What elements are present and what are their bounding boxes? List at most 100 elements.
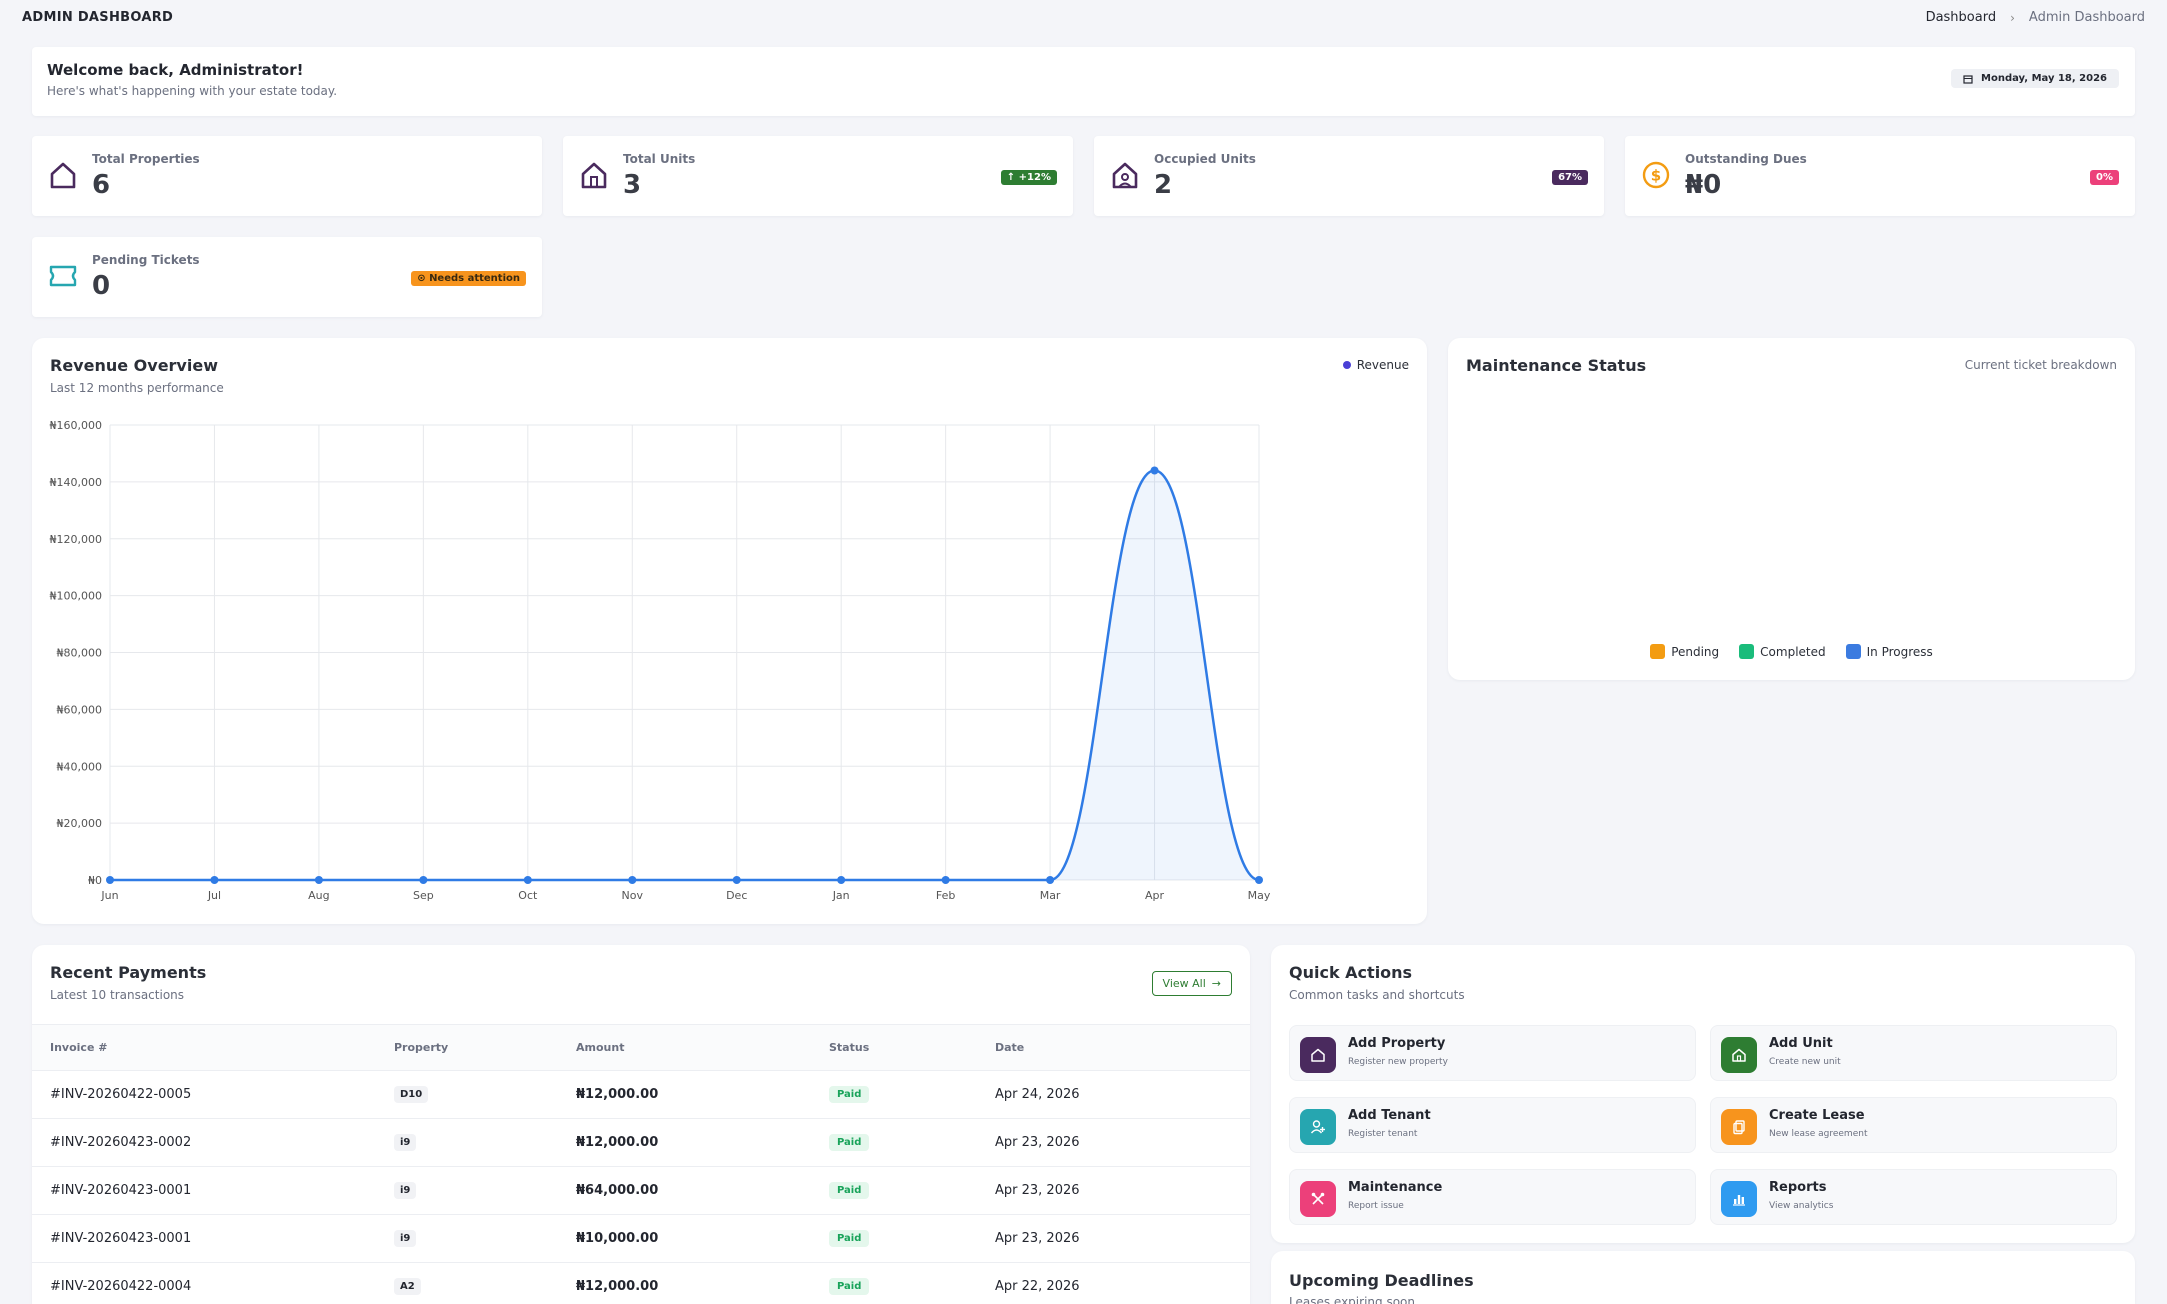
table-row[interactable]: #INV-20260422-0004 A2 ₦12,000.00 Paid Ap… (32, 1262, 1250, 1304)
welcome-subtitle: Here's what's happening with your estate… (47, 84, 338, 98)
house-icon (50, 162, 76, 189)
y-tick-label: ₦40,000 (57, 760, 103, 773)
table-row[interactable]: #INV-20260422-0005 D10 ₦12,000.00 Paid A… (32, 1070, 1250, 1119)
quick-action-add-unit[interactable]: Add Unit Create new unit (1710, 1025, 2117, 1081)
document-icon (1721, 1109, 1757, 1145)
stat-card-pending-tickets[interactable]: Pending Tickets 0 ⊙ Needs attention (32, 237, 542, 317)
deadlines-subtitle: Leases expiring soon (1289, 1295, 1415, 1304)
data-point (419, 876, 428, 884)
table-row[interactable]: #INV-20260423-0002 i9 ₦12,000.00 Paid Ap… (32, 1118, 1250, 1167)
property-cell: i9 (394, 1118, 576, 1167)
data-point (941, 876, 950, 884)
trend-badge: ↑ +12% (1000, 170, 1057, 185)
property-cell: i9 (394, 1166, 576, 1215)
data-point (1255, 876, 1263, 884)
breadcrumb: Dashboard › Admin Dashboard (1926, 10, 2145, 25)
revenue-legend[interactable]: Revenue (1342, 358, 1409, 372)
stat-card-total-units[interactable]: Total Units 3 ↑ +12% (563, 136, 1073, 216)
occupancy-badge: 67% (1552, 170, 1588, 185)
view-all-button[interactable]: View All → (1151, 971, 1232, 996)
stat-card-total-properties[interactable]: Total Properties 6 (32, 136, 542, 216)
stat-label: Pending Tickets (92, 253, 200, 267)
property-chip: i9 (394, 1182, 417, 1199)
ticket-icon (49, 265, 77, 287)
house-icon (1721, 1037, 1757, 1073)
quick-action-subtitle: Register tenant (1348, 1129, 1418, 1139)
table-row[interactable]: #INV-20260423-0001 i9 ₦10,000.00 Paid Ap… (32, 1214, 1250, 1263)
recent-payments-card: Recent Payments Latest 10 transactions V… (32, 945, 1250, 1304)
house-icon (1300, 1037, 1336, 1073)
status-badge: Paid (829, 1134, 870, 1151)
quick-action-title: Create Lease (1769, 1108, 1865, 1123)
y-tick-label: ₦60,000 (57, 703, 103, 716)
data-point (732, 876, 741, 884)
stat-card-occupied-units[interactable]: Occupied Units 2 67% (1094, 136, 1604, 216)
date-text: Monday, May 18, 2026 (1981, 73, 2107, 84)
x-tick-label: Oct (518, 889, 538, 902)
invoice-cell: #INV-20260423-0001 (32, 1214, 394, 1263)
col-amount[interactable]: Amount (576, 1024, 829, 1071)
x-tick-label: Jan (832, 889, 850, 902)
tools-icon (1300, 1181, 1336, 1217)
col-date[interactable]: Date (995, 1024, 1250, 1071)
property-chip: A2 (394, 1278, 421, 1295)
maintenance-status-card: Maintenance Status Current ticket breakd… (1448, 338, 2135, 680)
svg-text:$: $ (1651, 167, 1661, 185)
status-cell: Paid (829, 1214, 995, 1263)
welcome-banner: Welcome back, Administrator! Here's what… (32, 47, 2135, 116)
col-status[interactable]: Status (829, 1024, 995, 1071)
stat-label: Total Properties (92, 152, 200, 166)
payments-title: Recent Payments (50, 963, 207, 982)
legend-swatch (1650, 644, 1666, 659)
table-row[interactable]: #INV-20260423-0001 i9 ₦64,000.00 Paid Ap… (32, 1166, 1250, 1215)
stat-label: Outstanding Dues (1685, 152, 1807, 166)
x-tick-label: Jun (100, 889, 118, 902)
y-tick-label: ₦100,000 (50, 590, 103, 603)
status-cell: Paid (829, 1070, 995, 1119)
legend-label: Completed (1760, 644, 1826, 659)
payments-subtitle: Latest 10 transactions (50, 988, 185, 1002)
quick-action-add-property[interactable]: Add Property Register new property (1289, 1025, 1696, 1081)
data-point (837, 876, 846, 884)
status-badge: Paid (829, 1278, 870, 1295)
arrow-right-icon: → (1211, 977, 1221, 990)
property-cell: D10 (394, 1070, 576, 1119)
amount-cell: ₦64,000.00 (576, 1166, 829, 1215)
revenue-title: Revenue Overview (50, 356, 218, 375)
quick-actions-title: Quick Actions (1289, 963, 1413, 982)
legend-swatch (1739, 644, 1755, 659)
col-invoice[interactable]: Invoice # (32, 1024, 394, 1071)
amount-cell: ₦12,000.00 (576, 1118, 829, 1167)
col-property[interactable]: Property (394, 1024, 576, 1071)
quick-action-subtitle: Create new unit (1769, 1057, 1841, 1067)
amount-cell: ₦12,000.00 (576, 1070, 829, 1119)
quick-action-create-lease[interactable]: Create Lease New lease agreement (1710, 1097, 2117, 1153)
house-user-icon (1112, 162, 1138, 189)
invoice-cell: #INV-20260422-0005 (32, 1070, 394, 1119)
user-plus-icon (1300, 1109, 1336, 1145)
data-point (1046, 876, 1055, 884)
property-chip: i9 (394, 1134, 417, 1151)
quick-action-maintenance[interactable]: Maintenance Report issue (1289, 1169, 1696, 1225)
quick-action-reports[interactable]: Reports View analytics (1710, 1169, 2117, 1225)
stat-card-outstanding-dues[interactable]: $ Outstanding Dues ₦0 0% (1625, 136, 2135, 216)
view-all-label: View All (1162, 977, 1206, 990)
y-tick-label: ₦140,000 (50, 476, 103, 489)
legend-item-in-progress[interactable]: In Progress (1845, 644, 1933, 659)
calendar-icon (1963, 74, 1973, 84)
maintenance-legend: Pending Completed In Progress (1448, 644, 2135, 659)
data-point (210, 876, 219, 884)
x-tick-label: Dec (726, 889, 747, 902)
date-cell: Apr 24, 2026 (995, 1070, 1250, 1119)
breadcrumb-dashboard-link[interactable]: Dashboard (1925, 10, 1997, 25)
status-badge: Paid (829, 1086, 870, 1103)
quick-action-add-tenant[interactable]: Add Tenant Register tenant (1289, 1097, 1696, 1153)
legend-item-pending[interactable]: Pending (1650, 644, 1719, 659)
legend-item-completed[interactable]: Completed (1739, 644, 1826, 659)
y-tick-label: ₦0 (88, 874, 102, 887)
stat-value: 0 (92, 271, 111, 301)
x-tick-label: Jul (207, 889, 221, 902)
stat-value: 2 (1154, 170, 1173, 200)
quick-action-title: Maintenance (1348, 1180, 1443, 1195)
property-cell: A2 (394, 1262, 576, 1304)
